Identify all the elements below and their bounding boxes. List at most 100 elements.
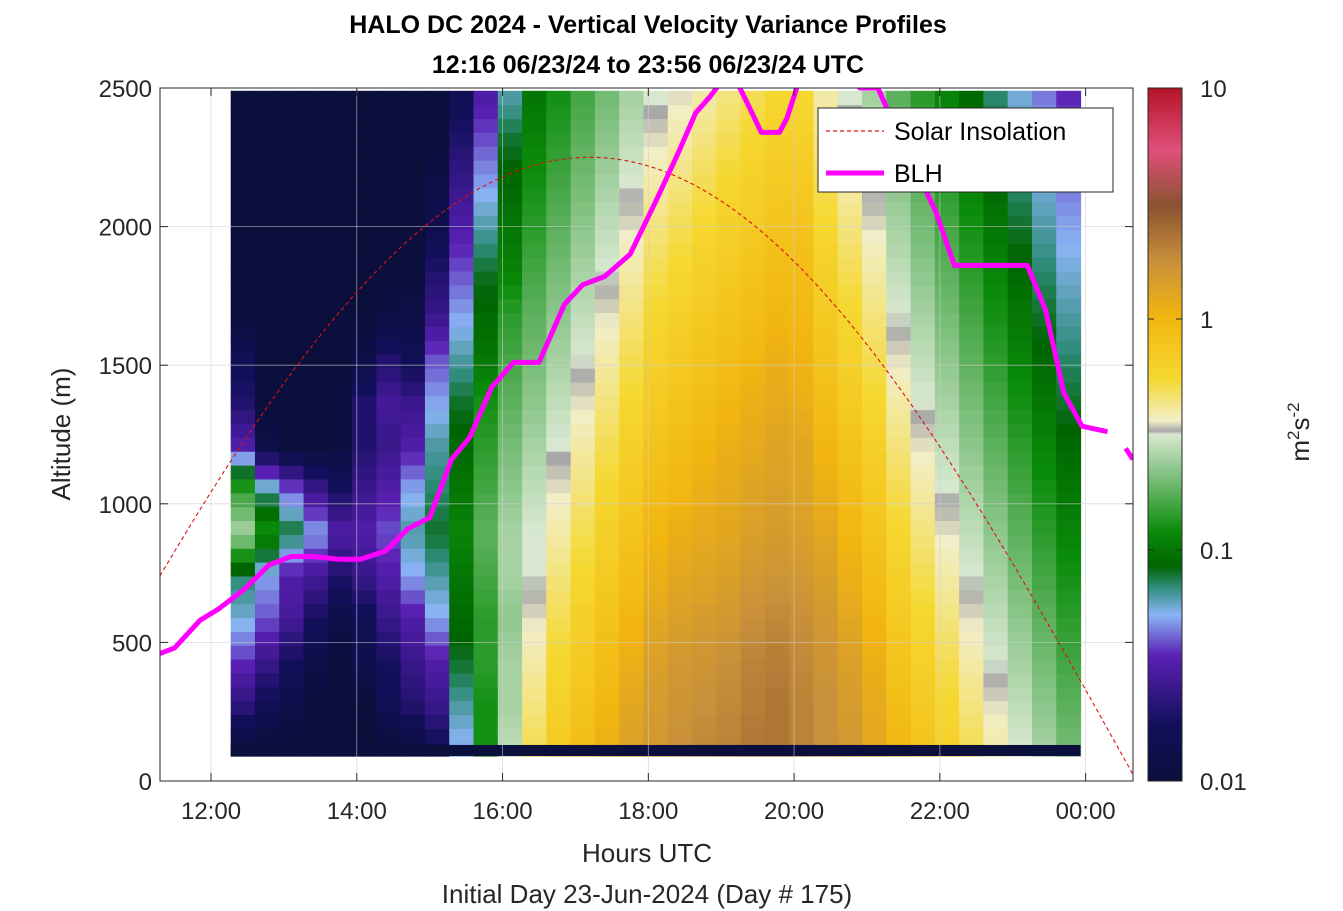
x-tick-label: 20:00 bbox=[764, 798, 824, 825]
heatmap-cell bbox=[473, 617, 499, 632]
heatmap-cell bbox=[619, 728, 645, 743]
heatmap-cell bbox=[667, 381, 693, 397]
heatmap-cell bbox=[886, 575, 912, 591]
heatmap-cell bbox=[254, 104, 280, 120]
heatmap-cell bbox=[400, 548, 426, 563]
heatmap-cell bbox=[837, 201, 863, 217]
heatmap-cell bbox=[594, 728, 620, 743]
heatmap-cell bbox=[886, 700, 912, 716]
heatmap-cell bbox=[522, 395, 547, 411]
heatmap-cell bbox=[789, 617, 815, 632]
heatmap-cell bbox=[886, 506, 912, 522]
heatmap-cell bbox=[522, 478, 547, 494]
heatmap-cell bbox=[473, 686, 499, 702]
heatmap-cell bbox=[1031, 478, 1057, 494]
heatmap-cell bbox=[473, 367, 499, 383]
heatmap-cell bbox=[230, 534, 256, 549]
heatmap-cell bbox=[837, 367, 863, 383]
heatmap-cell bbox=[303, 132, 329, 147]
heatmap-cell bbox=[570, 478, 596, 494]
heatmap-cell bbox=[522, 672, 547, 688]
heatmap-cell bbox=[1031, 395, 1057, 411]
heatmap-cell bbox=[983, 243, 1009, 258]
heatmap-cell bbox=[449, 700, 475, 716]
heatmap-cell bbox=[643, 395, 669, 411]
heatmap-cell bbox=[789, 520, 815, 535]
x-tick-label: 18:00 bbox=[618, 798, 678, 825]
heatmap-cell bbox=[740, 534, 766, 549]
heatmap-cell bbox=[230, 603, 256, 619]
heatmap-cell bbox=[764, 201, 790, 217]
heatmap-cell bbox=[716, 603, 742, 619]
heatmap-cell bbox=[886, 659, 912, 674]
heatmap-cell bbox=[886, 464, 912, 480]
heatmap-cell bbox=[473, 90, 499, 106]
y-tick-label: 2500 bbox=[99, 76, 152, 103]
heatmap-cell bbox=[473, 451, 499, 466]
heatmap-cell bbox=[619, 548, 645, 563]
heatmap-cell bbox=[861, 381, 887, 397]
heatmap-cell bbox=[570, 160, 596, 175]
heatmap-cell bbox=[716, 270, 742, 286]
heatmap-cell bbox=[716, 326, 742, 341]
heatmap-cell bbox=[959, 340, 985, 355]
heatmap-cell bbox=[522, 548, 547, 563]
heatmap-cell bbox=[352, 423, 377, 438]
heatmap-cell bbox=[473, 492, 499, 508]
heatmap-cell bbox=[522, 617, 547, 632]
heatmap-cell bbox=[400, 589, 426, 605]
heatmap-cell bbox=[230, 478, 256, 494]
heatmap-cell bbox=[594, 118, 620, 133]
heatmap-cell bbox=[959, 395, 985, 411]
heatmap-cell bbox=[934, 589, 960, 605]
heatmap-cell bbox=[303, 659, 329, 674]
heatmap-cell bbox=[522, 104, 547, 120]
heatmap-cell bbox=[230, 354, 256, 369]
heatmap-cell bbox=[643, 603, 669, 619]
heatmap-cell bbox=[424, 104, 450, 120]
heatmap-cell bbox=[376, 367, 402, 383]
heatmap-cell bbox=[959, 506, 985, 522]
heatmap-cell bbox=[983, 589, 1009, 605]
heatmap-cell bbox=[279, 423, 305, 438]
heatmap-cell bbox=[376, 575, 402, 591]
heatmap-cell bbox=[910, 312, 936, 327]
heatmap-cell bbox=[910, 395, 936, 411]
heatmap-cell bbox=[643, 146, 669, 161]
heatmap-cell bbox=[352, 340, 377, 355]
heatmap-cell bbox=[861, 298, 887, 314]
heatmap-cell bbox=[254, 645, 280, 660]
heatmap-cell bbox=[667, 298, 693, 314]
heatmap-cell bbox=[1031, 492, 1057, 508]
heatmap-cell bbox=[959, 631, 985, 646]
heatmap-cell bbox=[934, 506, 960, 522]
heatmap-cell bbox=[303, 506, 329, 522]
heatmap-cell bbox=[327, 367, 353, 383]
heatmap-cell bbox=[643, 284, 669, 300]
heatmap-cell bbox=[886, 367, 912, 383]
heatmap-cell bbox=[692, 187, 717, 203]
heatmap-cell bbox=[449, 270, 475, 286]
heatmap-cell bbox=[667, 728, 693, 743]
heatmap-cell bbox=[400, 243, 426, 258]
heatmap-cell bbox=[230, 257, 256, 272]
heatmap-cell bbox=[546, 451, 572, 466]
heatmap-cell bbox=[643, 575, 669, 591]
heatmap-cell bbox=[424, 520, 450, 535]
heatmap-cell bbox=[400, 700, 426, 716]
heatmap-cell bbox=[789, 603, 815, 619]
heatmap-cell bbox=[692, 201, 717, 217]
heatmap-cell bbox=[619, 312, 645, 327]
heatmap-cell bbox=[716, 381, 742, 397]
heatmap-cell bbox=[619, 354, 645, 369]
heatmap-cell bbox=[546, 284, 572, 300]
heatmap-cell bbox=[813, 714, 839, 729]
heatmap-cell bbox=[716, 284, 742, 300]
heatmap-cell bbox=[764, 354, 790, 369]
heatmap-cell bbox=[716, 478, 742, 494]
heatmap-cell bbox=[497, 506, 523, 522]
heatmap-cell bbox=[813, 562, 839, 577]
heatmap-cell bbox=[254, 575, 280, 591]
heatmap-cell bbox=[886, 354, 912, 369]
heatmap-cell bbox=[837, 243, 863, 258]
